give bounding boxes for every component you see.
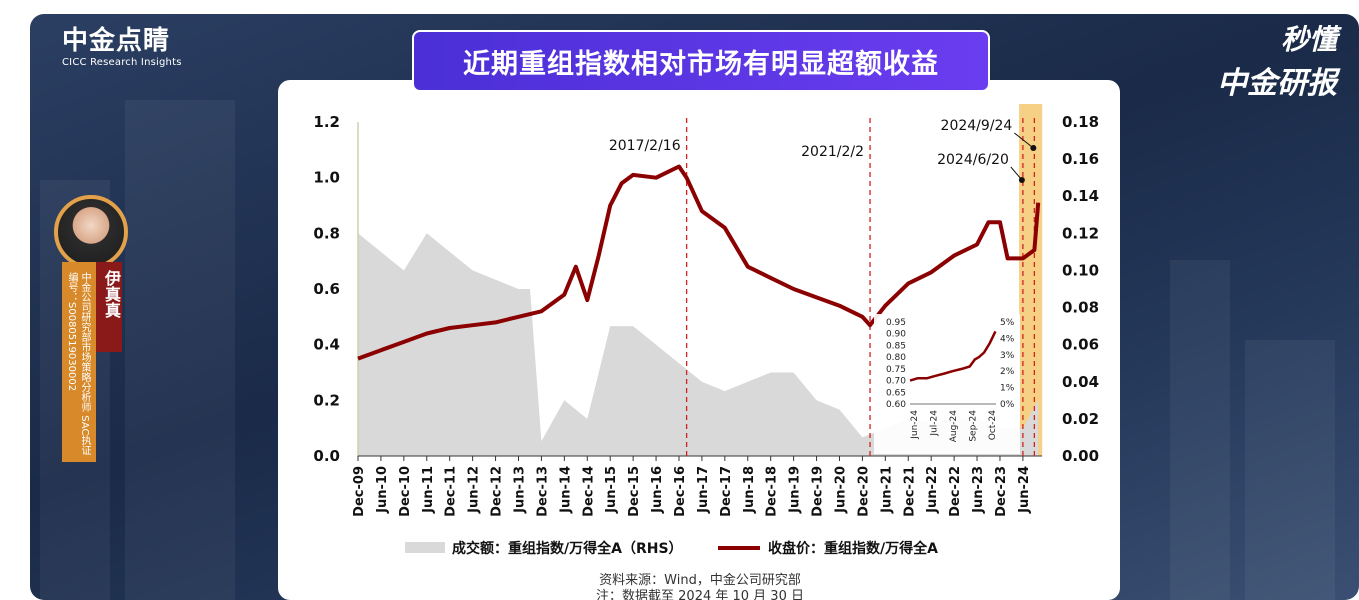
x-tick-label: Jun-18: [742, 466, 757, 514]
analyst-license: SAC执证编号：S0080519030002: [66, 272, 90, 456]
x-tick-label: Jun-10: [375, 466, 390, 514]
series-volume-area: [358, 233, 1039, 456]
inset-y-left-tick-label: 0.70: [886, 377, 906, 387]
x-tick-label: Jun-20: [833, 466, 848, 514]
y-left-tick-label: 0.0: [313, 447, 340, 465]
y-left-tick-label: 0.2: [313, 391, 340, 409]
y-right-tick-label: 0.06: [1062, 336, 1099, 354]
inset-series-line: [909, 330, 997, 382]
y-right-tick-label: 0.14: [1062, 187, 1099, 205]
legend-label-area: 成交额：重组指数/万得全A（RHS）: [452, 540, 683, 557]
x-tick-label: Jun-15: [604, 466, 619, 514]
y-left-tick-label: 0.6: [313, 280, 340, 298]
event-label: 2017/2/16: [609, 138, 681, 154]
x-tick-label: Dec-13: [535, 466, 550, 517]
x-tick-label: Dec-18: [765, 466, 780, 517]
x-tick-label: Dec-20: [856, 466, 871, 517]
inset-y-right-tick-label: 4%: [1000, 334, 1015, 344]
x-tick-label: Jun-22: [925, 466, 940, 514]
x-tick-label: Dec-19: [811, 466, 826, 517]
event-leader-line: [1014, 132, 1034, 149]
brand-right-line2: 中金研报: [1217, 66, 1337, 101]
inset-x-tick-label: Sep-24: [969, 410, 979, 442]
logo-name: 中金点睛: [62, 26, 171, 56]
inset-y-left-tick-label: 0.90: [886, 330, 906, 340]
x-tick-label: Jun-23: [971, 466, 986, 514]
x-tick-label: Dec-12: [490, 466, 505, 517]
inset-y-left-tick-label: 0.95: [886, 318, 906, 328]
brand-right-line1: 秒懂: [1280, 23, 1337, 56]
x-tick-label: Dec-14: [581, 466, 596, 517]
event-label: 2024/9/24: [941, 118, 1013, 134]
x-tick-label: Dec-22: [948, 466, 963, 517]
analyst-avatar: [54, 195, 128, 269]
note-text: 注：数据截至 2024 年 10 月 30 日: [596, 589, 804, 600]
x-tick-label: Dec-15: [627, 466, 642, 517]
analyst-title: 中金公司研究部市场策略分析师: [79, 272, 90, 412]
x-tick-label: Dec-16: [673, 466, 688, 517]
y-right-tick-label: 0.08: [1062, 299, 1099, 317]
y-left-tick-label: 1.2: [313, 113, 340, 131]
analyst-name: 伊真真: [102, 270, 121, 318]
inset-x-tick-label: Jul-24: [930, 410, 940, 437]
inset-x-tick-label: Aug-24: [949, 410, 959, 443]
inset-y-right-tick-label: 2%: [1000, 367, 1015, 377]
inset-y-right-tick-label: 5%: [1000, 318, 1015, 328]
highlight-band: [1019, 104, 1043, 456]
y-right-tick-label: 0.12: [1062, 224, 1099, 242]
inset-y-right-tick-label: 0%: [1000, 400, 1015, 410]
y-right-tick-label: 0.02: [1062, 410, 1099, 428]
inset-x-tick-label: Jun-24: [910, 410, 920, 440]
x-tick-label: Dec-09: [352, 466, 367, 517]
brand-logo: 中金点睛 CICC Research Insights: [62, 20, 182, 68]
inset-y-right-tick-label: 1%: [1000, 384, 1015, 394]
analyst-ribbon: 中金公司研究部市场策略分析师 SAC执证编号：S0080519030002: [62, 262, 96, 462]
event-marker-dot: [1030, 145, 1037, 151]
event-label: 2021/2/2: [801, 144, 864, 160]
event-label: 2024/6/20: [937, 152, 1009, 168]
x-tick-label: Jun-17: [696, 466, 711, 514]
inset-y-left-tick-label: 0.80: [886, 353, 906, 363]
y-right-tick-label: 0.04: [1062, 373, 1099, 391]
inset-y-left-tick-label: 0.65: [886, 388, 906, 398]
inset-x-tick-label: Oct-24: [988, 410, 998, 441]
x-tick-label: Jun-13: [512, 466, 527, 514]
source-text: 资料来源：Wind，中金公司研究部: [599, 572, 801, 588]
y-left-tick-label: 0.8: [313, 224, 340, 242]
y-left-tick-label: 0.4: [313, 336, 340, 354]
y-right-tick-label: 0.00: [1062, 447, 1099, 465]
x-tick-label: Dec-10: [398, 466, 413, 517]
x-tick-label: Dec-11: [444, 466, 459, 517]
x-tick-label: Dec-21: [902, 466, 917, 517]
inset-y-left-tick-label: 0.85: [886, 341, 906, 351]
x-tick-label: Dec-17: [719, 466, 734, 517]
x-tick-label: Jun-14: [558, 466, 573, 514]
x-tick-label: Jun-11: [421, 466, 436, 514]
y-right-tick-label: 0.16: [1062, 150, 1099, 168]
legend-label-line: 收盘价：重组指数/万得全A: [768, 540, 938, 557]
chart-title: 近期重组指数相对市场有明显超额收益: [412, 30, 990, 92]
inset-panel: [874, 314, 1020, 454]
inset-y-left-tick-label: 0.75: [886, 365, 906, 375]
event-marker-dot: [1018, 177, 1025, 183]
x-tick-label: Jun-21: [879, 466, 894, 514]
inset-y-right-tick-label: 3%: [1000, 351, 1015, 361]
x-tick-label: Jun-24: [1017, 466, 1032, 514]
x-tick-label: Jun-16: [650, 466, 665, 514]
x-tick-label: Dec-23: [994, 466, 1009, 517]
brand-right: 秒懂 中金研报: [1217, 18, 1337, 102]
series-close-ratio-line: [357, 164, 1041, 361]
inset-y-left-tick-label: 0.60: [886, 400, 906, 410]
y-right-tick-label: 0.10: [1062, 261, 1099, 279]
y-right-tick-label: 0.18: [1062, 113, 1099, 131]
x-tick-label: Jun-12: [467, 466, 482, 514]
legend-swatch-area: [405, 542, 445, 553]
analyst-name-tag: 伊真真: [96, 262, 122, 352]
logo-subtitle: CICC Research Insights: [62, 57, 182, 68]
x-tick-label: Jun-19: [788, 466, 803, 514]
y-left-tick-label: 1.0: [313, 169, 340, 187]
